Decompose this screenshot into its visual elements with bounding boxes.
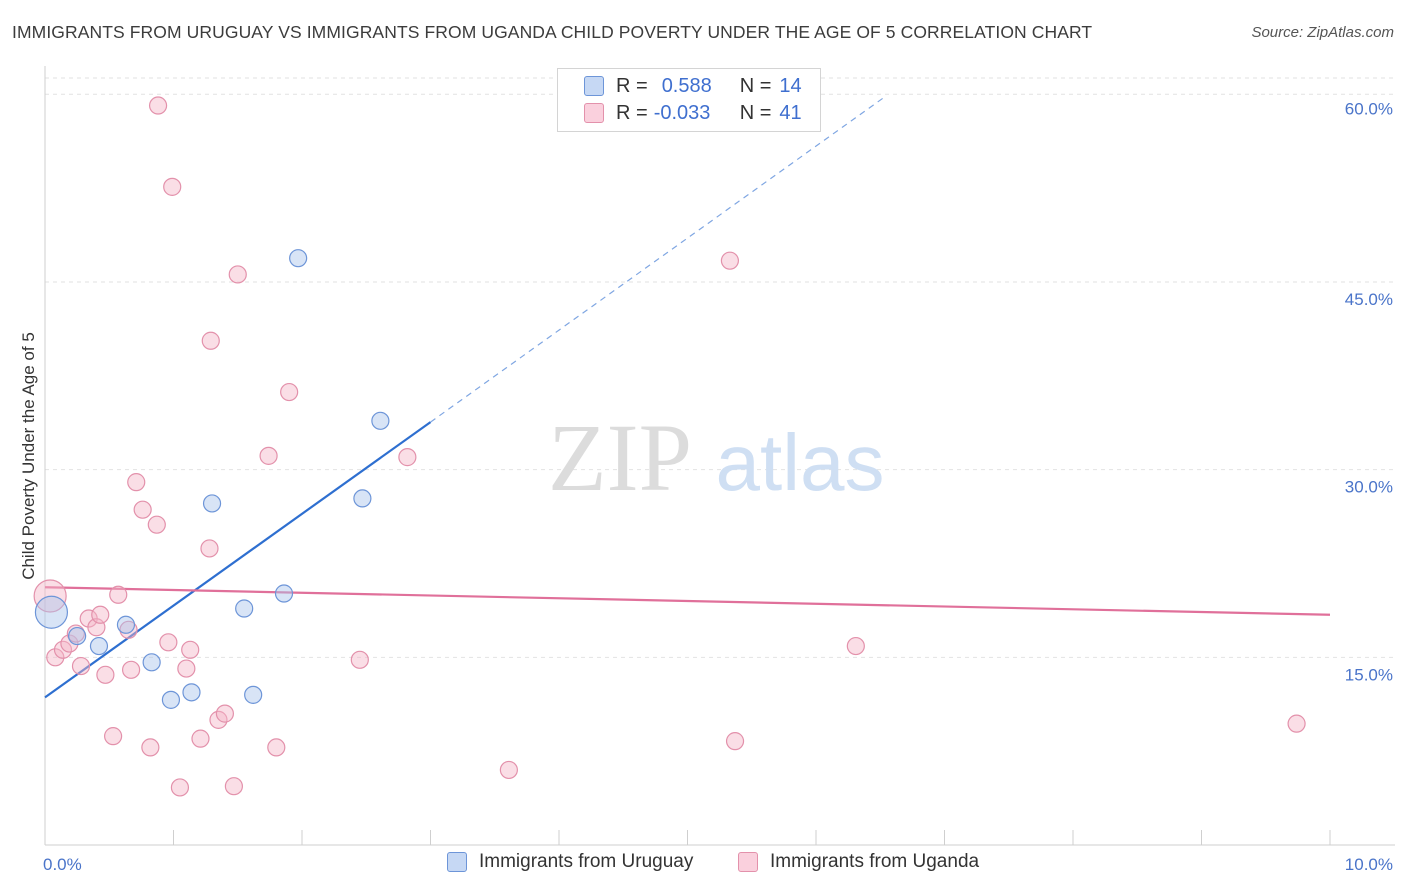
data-point — [350, 650, 369, 669]
series-legend-uganda: Immigrants from Uganda — [738, 851, 979, 873]
gridlines — [45, 77, 1395, 658]
legend-n-label: N = — [739, 101, 772, 124]
data-point — [235, 599, 254, 618]
data-point — [109, 585, 128, 604]
axes — [44, 66, 1395, 846]
data-point — [121, 660, 141, 679]
data-point — [127, 473, 146, 492]
legend-r-value: 0.588 — [661, 74, 712, 97]
tick-labels: 15.0% 30.0% 45.0% 60.0% 0.0% 10.0% — [43, 99, 1393, 874]
data-point — [60, 634, 79, 653]
y-tick-label: 45.0% — [1345, 290, 1393, 309]
data-point — [133, 500, 152, 519]
legend-r-value: -0.033 — [653, 101, 711, 124]
data-point — [163, 177, 182, 196]
data-point — [215, 704, 234, 723]
series-label-uruguay: Immigrants from Uruguay — [479, 851, 694, 872]
data-point — [228, 265, 247, 284]
data-point — [182, 683, 201, 702]
correlation-legend: R = 0.588 N = 14 R = -0.033 N = 41 — [557, 68, 821, 132]
data-point — [34, 595, 69, 629]
watermark-zip: ZIP — [548, 404, 692, 511]
data-point — [116, 615, 136, 634]
x-tick-label: 0.0% — [43, 855, 82, 874]
data-point — [353, 489, 372, 508]
data-point — [159, 633, 178, 652]
data-points — [33, 96, 1306, 797]
legend-n-value: 14 — [779, 74, 802, 97]
trendlines — [44, 95, 1331, 699]
y-tick-label: 60.0% — [1345, 99, 1393, 118]
data-point — [289, 249, 308, 268]
data-point — [104, 727, 123, 746]
data-point — [191, 729, 210, 748]
legend-row-uganda: R = -0.033 N = 41 — [584, 100, 802, 126]
data-point — [267, 738, 286, 757]
data-point — [161, 690, 181, 709]
data-point — [71, 656, 91, 676]
data-point — [177, 659, 196, 678]
data-point — [371, 411, 390, 430]
legend-r-label: R = — [616, 74, 648, 97]
trendline-uruguay-extension — [430, 95, 888, 423]
series-legend-uruguay: Immigrants from Uruguay — [447, 851, 693, 873]
data-point — [280, 382, 299, 402]
x-tick-label: 10.0% — [1345, 855, 1393, 874]
y-tick-label: 15.0% — [1345, 665, 1393, 684]
data-point — [181, 640, 200, 659]
data-point — [1287, 714, 1306, 733]
series-swatch-uruguay — [447, 852, 467, 872]
data-point — [91, 605, 110, 624]
y-axis-title: Child Poverty Under the Age of 5 — [19, 332, 38, 580]
data-point — [846, 636, 865, 656]
data-point — [720, 251, 740, 270]
legend-n-value: 41 — [779, 101, 802, 124]
data-point — [147, 515, 166, 534]
series-label-uganda: Immigrants from Uganda — [770, 851, 980, 872]
trendline-uganda — [44, 586, 1331, 616]
y-tick-label: 30.0% — [1345, 478, 1393, 497]
trendline-uruguay — [44, 421, 432, 699]
data-point — [200, 539, 219, 558]
legend-swatch-uruguay — [584, 76, 604, 96]
legend-row-uruguay: R = 0.588 N = 14 — [584, 73, 802, 99]
watermark: ZIP atlas — [548, 404, 884, 511]
data-point — [725, 732, 745, 751]
data-point — [244, 685, 263, 704]
data-point — [499, 760, 518, 780]
data-point — [46, 648, 65, 667]
data-point — [398, 448, 417, 467]
legend-n-label: N = — [739, 74, 772, 97]
data-point — [119, 620, 138, 639]
data-point — [202, 494, 222, 513]
chart-title: IMMIGRANTS FROM URUGUAY VS IMMIGRANTS FR… — [12, 22, 1093, 42]
data-point — [259, 446, 278, 465]
legend-swatch-uganda — [584, 103, 604, 123]
data-point — [148, 96, 168, 115]
data-point — [68, 626, 87, 646]
data-point — [89, 636, 109, 656]
data-point — [274, 584, 294, 603]
legend-r-label: R = — [616, 101, 648, 124]
watermark-atlas: atlas — [716, 418, 885, 507]
source-label: Source: ZipAtlas.com — [1251, 24, 1394, 41]
data-point — [201, 331, 220, 350]
series-swatch-uganda — [738, 852, 758, 872]
data-point — [142, 653, 161, 672]
data-point — [96, 665, 115, 684]
data-point — [224, 777, 243, 796]
data-point — [141, 738, 160, 757]
data-point — [170, 778, 190, 797]
